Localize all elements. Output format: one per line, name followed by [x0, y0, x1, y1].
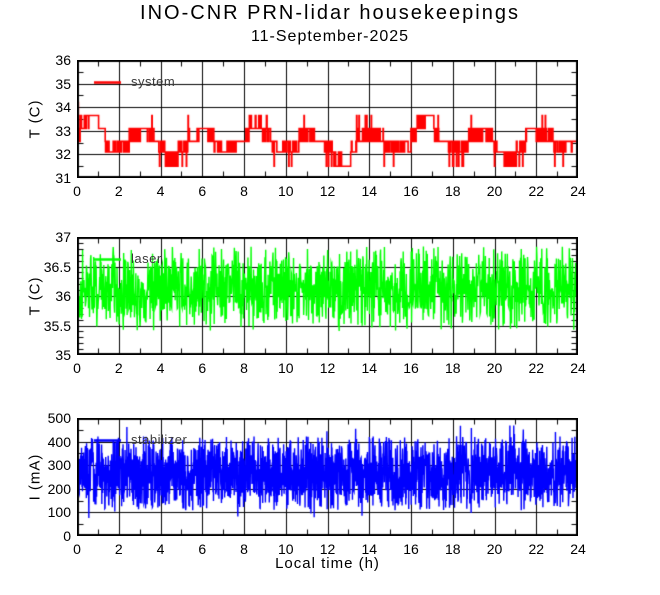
- x-tick-label: 0: [73, 541, 81, 557]
- x-tick-label: 12: [319, 360, 336, 376]
- x-tick-label: 0: [73, 360, 81, 376]
- x-tick-label: 2: [114, 183, 123, 199]
- x-tick-label: 18: [444, 183, 461, 199]
- x-tick-label: 2: [114, 541, 123, 557]
- x-tick-label: 24: [570, 183, 586, 199]
- y-tick-label: 300: [47, 457, 71, 474]
- y-tick-label: 37: [55, 229, 71, 245]
- y-tick-label: 35: [55, 347, 71, 363]
- y-tick-label: 36.5: [43, 258, 71, 275]
- x-tick-label: 10: [277, 183, 294, 199]
- x-tick-label: 0: [73, 183, 81, 199]
- y-tick-label: 35.5: [43, 317, 71, 334]
- x-tick-label: 8: [240, 183, 248, 199]
- panel-stabilizer-current: stabilizer: [77, 418, 578, 536]
- x-tick-label: 12: [319, 541, 336, 557]
- x-tick-label: 10: [277, 360, 294, 376]
- x-tick-label: 4: [156, 541, 165, 557]
- x-tick-label: 8: [240, 360, 248, 376]
- panel-system-temperature: system: [77, 60, 578, 178]
- y-tick-label: 31: [55, 170, 71, 186]
- y-tick-label: 33: [55, 122, 71, 139]
- figure-title: INO-CNR PRN-lidar housekeepings: [140, 2, 520, 24]
- x-tick-label: 22: [528, 541, 545, 557]
- x-tick-label: 14: [361, 541, 378, 557]
- x-tick-label: 24: [570, 360, 586, 376]
- x-tick-label: 6: [198, 183, 207, 199]
- x-tick-label: 22: [528, 183, 545, 199]
- stabilizer-current-chart: [77, 418, 578, 536]
- x-tick-label: 4: [156, 183, 165, 199]
- y-tick-label: 200: [47, 480, 71, 497]
- y-tick-label: 36: [55, 52, 71, 68]
- panel-laser-temperature: laser: [77, 237, 578, 355]
- y-tick-label: 0: [63, 528, 71, 544]
- x-tick-label: 14: [361, 183, 378, 199]
- legend-label-laser: laser: [131, 251, 162, 266]
- x-tick-label: 20: [486, 360, 503, 376]
- x-tick-label: 2: [114, 360, 123, 376]
- x-tick-label: 14: [361, 360, 378, 376]
- x-tick-label: 6: [198, 541, 207, 557]
- x-tick-label: 10: [277, 541, 294, 557]
- x-tick-label: 16: [403, 183, 419, 199]
- y-tick-label: 34: [55, 99, 71, 116]
- system-temperature-chart: [77, 60, 578, 178]
- legend-label-system: system: [131, 74, 176, 89]
- x-tick-label: 12: [319, 183, 336, 199]
- x-tick-label: 24: [570, 541, 586, 557]
- x-tick-label: 8: [240, 541, 248, 557]
- x-tick-label: 20: [486, 541, 503, 557]
- y-tick-label: 36: [55, 288, 71, 304]
- y-tick-label: 500: [47, 410, 71, 426]
- x-tick-label: 16: [403, 360, 419, 376]
- legend-label-stabilizer: stabilizer: [131, 432, 188, 447]
- x-tick-label: 16: [403, 541, 419, 557]
- y-tick-label: 100: [47, 504, 71, 521]
- x-tick-label: 18: [444, 541, 461, 557]
- x-tick-label: 4: [156, 360, 165, 376]
- laser-temperature-chart: [77, 237, 578, 355]
- x-tick-label: 22: [528, 360, 545, 376]
- x-axis-title: Local time (h): [275, 555, 380, 572]
- x-tick-label: 6: [198, 360, 207, 376]
- y-tick-label: 32: [55, 146, 71, 163]
- figure-date: 11-September-2025: [250, 28, 410, 45]
- y-tick-label: 400: [47, 433, 71, 450]
- x-tick-label: 20: [486, 183, 503, 199]
- y-tick-label: 35: [55, 75, 71, 92]
- x-tick-label: 18: [444, 360, 461, 376]
